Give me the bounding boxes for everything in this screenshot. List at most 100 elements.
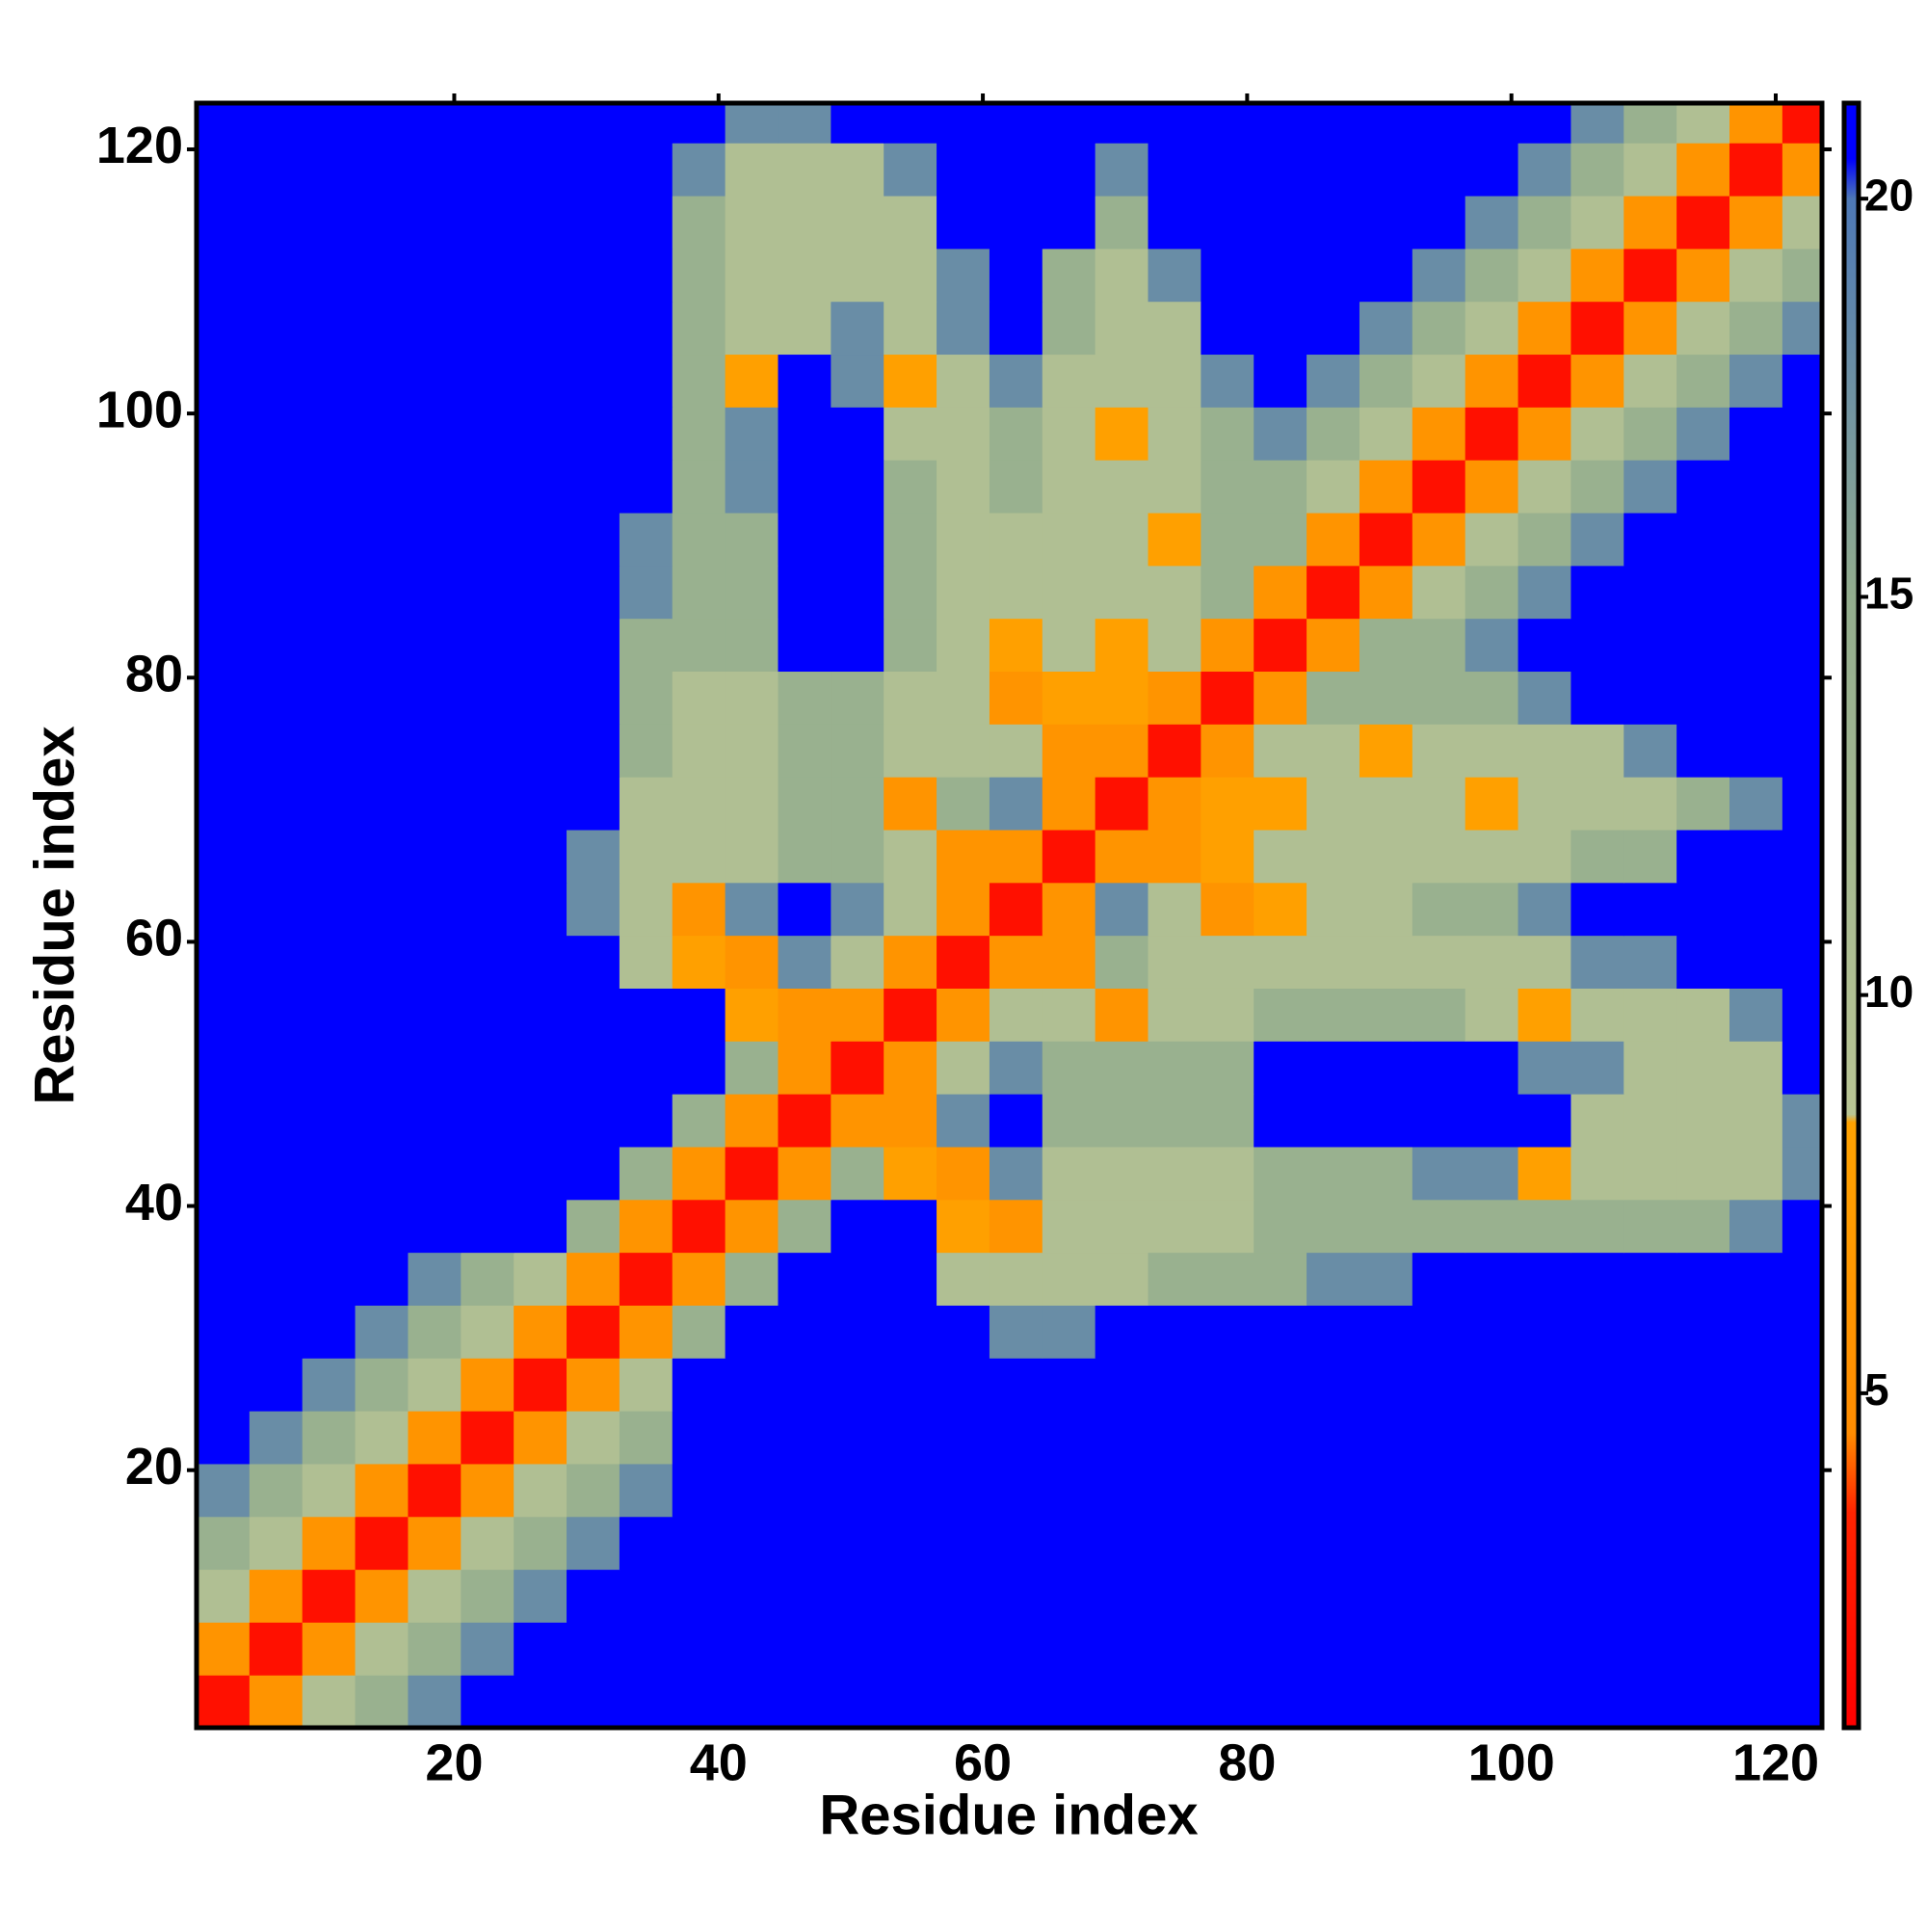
heatmap-cell	[831, 512, 884, 567]
heatmap-cell	[672, 407, 726, 461]
heatmap-cell	[778, 1622, 832, 1676]
heatmap-cell	[619, 1675, 673, 1728]
heatmap-cell	[672, 618, 726, 673]
heatmap-cell	[197, 1675, 251, 1728]
heatmap-cell	[1307, 1622, 1360, 1676]
heatmap-cell	[514, 1146, 568, 1201]
heatmap-cell	[1095, 618, 1149, 673]
heatmap-cell	[1465, 777, 1519, 831]
heatmap-cell	[937, 354, 990, 408]
heatmap-cell	[937, 301, 990, 356]
heatmap-cell	[1623, 354, 1677, 408]
heatmap-cell	[937, 724, 990, 778]
heatmap-cell	[937, 248, 990, 303]
heatmap-cell	[1254, 1675, 1307, 1728]
heatmap-cell	[1201, 143, 1254, 197]
heatmap-cell	[1359, 1252, 1413, 1306]
heatmap-cell	[1148, 248, 1201, 303]
heatmap-cell	[302, 1516, 356, 1571]
heatmap-cell	[1095, 407, 1149, 461]
heatmap-cell	[1148, 1358, 1201, 1412]
heatmap-cell	[672, 1516, 726, 1571]
heatmap-cell	[1307, 1041, 1360, 1095]
heatmap-cell	[1465, 1622, 1519, 1676]
heatmap-cell	[1676, 671, 1730, 725]
heatmap-cell	[355, 460, 409, 514]
heatmap-cell	[1729, 882, 1783, 937]
heatmap-cell	[1412, 935, 1466, 989]
heatmap-cell	[302, 460, 356, 514]
heatmap-cell	[1307, 1569, 1360, 1623]
heatmap-cell	[408, 1411, 462, 1465]
heatmap-cell	[1782, 143, 1822, 197]
heatmap-cell	[884, 195, 937, 250]
heatmap-cell	[619, 724, 673, 778]
heatmap-cell	[461, 103, 515, 144]
heatmap-cell	[725, 1094, 779, 1148]
heatmap-cell	[831, 935, 884, 989]
heatmap-cell	[1254, 103, 1307, 144]
heatmap-cell	[831, 988, 884, 1042]
heatmap-cell	[725, 1146, 779, 1201]
heatmap-cell	[1042, 460, 1096, 514]
heatmap-cell	[831, 301, 884, 356]
heatmap-cell	[1148, 1569, 1201, 1623]
heatmap-cell	[197, 248, 251, 303]
heatmap-cell	[778, 248, 832, 303]
heatmap-cell	[1412, 195, 1466, 250]
heatmap-cell	[725, 829, 779, 884]
heatmap-cell	[1676, 460, 1730, 514]
heatmap-cell	[1359, 1463, 1413, 1518]
heatmap-cell	[197, 354, 251, 408]
heatmap-cell	[1095, 354, 1149, 408]
heatmap-cell	[1623, 618, 1677, 673]
heatmap-cell	[461, 988, 515, 1042]
heatmap-cell	[1095, 1569, 1149, 1623]
heatmap-cell	[619, 301, 673, 356]
heatmap-cell	[778, 195, 832, 250]
heatmap-cell	[1095, 143, 1149, 197]
heatmap-cell	[355, 103, 409, 144]
heatmap-cell	[1465, 103, 1519, 144]
heatmap-cell	[672, 882, 726, 937]
heatmap-cell	[197, 103, 251, 144]
heatmap-cell	[989, 1094, 1043, 1148]
heatmap-cell	[1518, 829, 1572, 884]
heatmap-cell	[672, 1622, 726, 1676]
heatmap-cell	[461, 407, 515, 461]
heatmap-cell	[1148, 829, 1201, 884]
heatmap-cell	[1042, 103, 1096, 144]
heatmap-cell	[778, 1516, 832, 1571]
heatmap-cell	[302, 1252, 356, 1306]
heatmap-cell	[1095, 565, 1149, 620]
heatmap-cell	[619, 935, 673, 989]
heatmap-cell	[1623, 407, 1677, 461]
heatmap-cell	[989, 829, 1043, 884]
heatmap-cell	[725, 935, 779, 989]
heatmap-cell	[1676, 935, 1730, 989]
heatmap-cell	[1729, 671, 1783, 725]
heatmap-cell	[725, 724, 779, 778]
heatmap-cell	[1518, 777, 1572, 831]
heatmap-cell	[1782, 1305, 1822, 1359]
heatmap-cell	[619, 1358, 673, 1412]
heatmap-cell	[989, 935, 1043, 989]
heatmap-cell	[672, 1411, 726, 1465]
heatmap-cell	[1729, 1411, 1783, 1465]
heatmap-cell	[1095, 460, 1149, 514]
heatmap-cell	[1518, 1146, 1572, 1201]
heatmap-cell	[1042, 988, 1096, 1042]
heatmap-cell	[725, 460, 779, 514]
heatmap-cell	[1782, 1675, 1822, 1728]
heatmap-cell	[1042, 301, 1096, 356]
heatmap-cell	[1095, 1094, 1149, 1148]
heatmap-cell	[1571, 143, 1624, 197]
heatmap-cell	[1518, 195, 1572, 250]
heatmap-cell	[1359, 1411, 1413, 1465]
heatmap-cell	[1571, 1252, 1624, 1306]
heatmap-cell	[408, 1569, 462, 1623]
heatmap-cell	[355, 195, 409, 250]
heatmap-cell	[1465, 1411, 1519, 1465]
heatmap-cell	[302, 407, 356, 461]
heatmap-cell	[1201, 829, 1254, 884]
